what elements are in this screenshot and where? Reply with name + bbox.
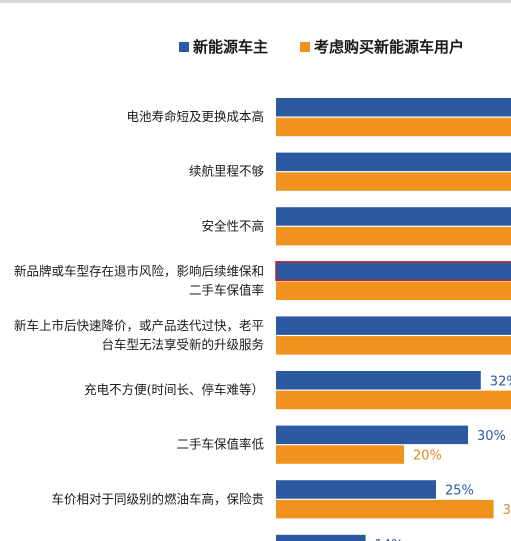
legend: 新能源车主 考虑购买新能源车用户 [179, 38, 464, 56]
category-label: 车价相对于同级别的燃油车高，保险贵 [51, 491, 264, 506]
legend-label-owner: 新能源车主 [193, 38, 268, 56]
bar-prospect [276, 336, 511, 355]
data-label: 25% [445, 483, 474, 498]
category-label: 充电不方便(时间长、停车难等） [84, 382, 264, 397]
data-label: 14% [375, 538, 404, 541]
bar-prospect [276, 390, 511, 410]
bar-owner [276, 207, 511, 226]
data-label: 32% [490, 374, 511, 389]
legend-label-prospect: 考虑购买新能源车用户 [314, 38, 464, 56]
bar-prospect [276, 172, 511, 191]
legend-swatch-prospect [300, 42, 310, 52]
category-label: 新品牌或车型存在退市风险，影响后续维保和 [14, 263, 264, 278]
category-label: 电池寿命短及更换成本高 [126, 109, 264, 124]
bar-owner [276, 534, 366, 541]
bar-owner [276, 480, 436, 499]
bar-prospect [276, 117, 511, 137]
data-label: 34% [503, 503, 511, 518]
category-label: 二手车保值率 [189, 282, 264, 297]
bar-prospect [276, 281, 511, 300]
category-label: 台车型无法享受新的升级服务 [101, 337, 264, 352]
category-label: 新车上市后快速降价，或产品迭代过快，老平 [14, 318, 264, 333]
category-label: 安全性不高 [201, 218, 264, 233]
bar-prospect [276, 499, 494, 519]
category-labels: 电池寿命短及更换成本高续航里程不够安全性不高新品牌或车型存在退市风险，影响后续维… [14, 109, 265, 506]
bar-owner [275, 261, 511, 282]
category-label: 续航里程不够 [189, 164, 265, 179]
value-labels: 44%49%41%39%39%43%32%48%30%20%25%34%14% [375, 374, 511, 541]
bar-prospect [276, 445, 404, 464]
bar-owner [276, 425, 468, 445]
bar-owner [276, 316, 511, 335]
top-divider [0, 0, 511, 3]
bars [275, 98, 511, 541]
category-label: 二手车保值率低 [176, 437, 264, 452]
legend-swatch-owner [179, 42, 189, 52]
bar-prospect [276, 226, 511, 246]
data-label: 20% [413, 449, 442, 464]
bar-owner [276, 371, 481, 390]
bar-owner [276, 98, 511, 117]
bar-owner [276, 152, 511, 172]
data-label: 30% [477, 429, 506, 444]
